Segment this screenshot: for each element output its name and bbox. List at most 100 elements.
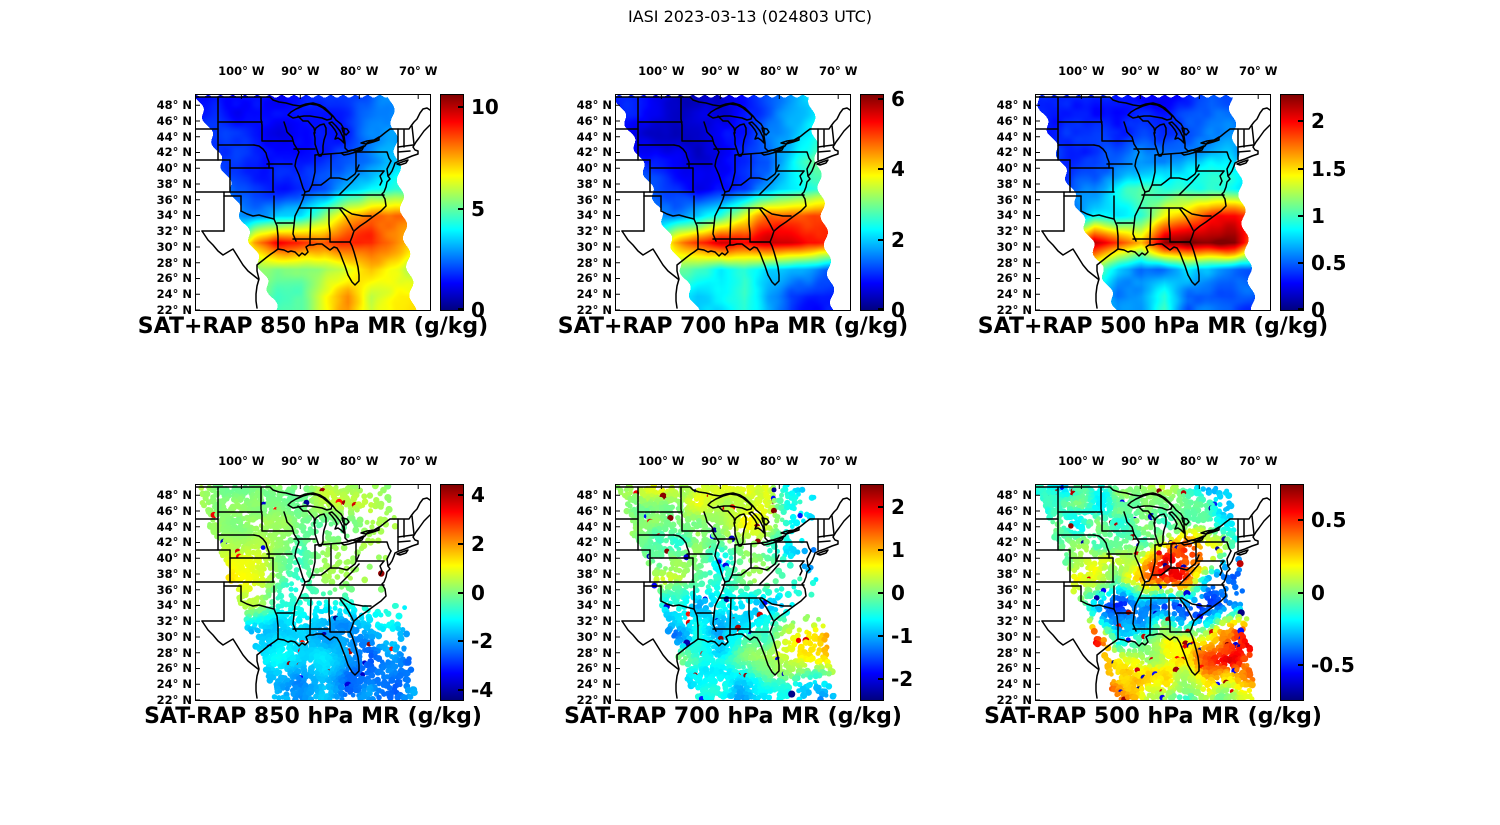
lat-tick-label: 42° N bbox=[576, 535, 612, 550]
great-lake-path bbox=[1153, 123, 1167, 157]
lat-tick-label: 44° N bbox=[996, 129, 1032, 144]
lat-tick-label: 22° N bbox=[576, 693, 612, 707]
colorbar-tick-mark bbox=[458, 640, 463, 643]
lat-tick-label: 26° N bbox=[576, 271, 612, 286]
lat-tick-label: 46° N bbox=[576, 113, 612, 128]
state-border-path bbox=[1168, 207, 1171, 240]
state-border-path bbox=[1237, 534, 1254, 538]
lon-tick-label: 70° W bbox=[398, 454, 438, 468]
data-swath-canvas bbox=[616, 95, 850, 310]
state-border-path bbox=[1219, 560, 1225, 576]
state-border-path bbox=[1179, 598, 1194, 621]
lat-tick-label: 38° N bbox=[156, 566, 192, 581]
state-borders-svg bbox=[196, 485, 430, 700]
state-border-path bbox=[1178, 563, 1200, 586]
map-frame bbox=[194, 483, 431, 701]
lat-tick-label: 36° N bbox=[156, 582, 192, 597]
state-border-path bbox=[806, 160, 812, 177]
great-lake-path bbox=[760, 535, 785, 546]
lon-tick-label: 90° W bbox=[281, 454, 320, 468]
lon-tick-label: 100° W bbox=[218, 64, 265, 78]
state-border-path bbox=[1195, 541, 1232, 552]
state-border-path bbox=[1080, 600, 1115, 610]
great-lake-path bbox=[287, 103, 333, 121]
colorbar: -2 -1 0 1 2 bbox=[860, 484, 913, 701]
great-lake-path bbox=[287, 493, 333, 511]
canada-border-path bbox=[196, 96, 430, 152]
state-border-path bbox=[1251, 515, 1255, 535]
lon-tick-label: 100° W bbox=[218, 454, 265, 468]
lon-tick-label: 90° W bbox=[1121, 64, 1160, 78]
state-border-path bbox=[328, 207, 331, 240]
coastline-path bbox=[255, 124, 430, 309]
lat-tick-label: 38° N bbox=[576, 566, 612, 581]
colorbar-tick-mark bbox=[1298, 214, 1303, 217]
colorbar-tick-mark bbox=[1298, 308, 1303, 310]
lon-tick-label: 80° W bbox=[760, 64, 799, 78]
colorbar-tick-label: 0 bbox=[471, 580, 485, 605]
state-border-path bbox=[240, 210, 275, 220]
state-border-path bbox=[253, 534, 270, 559]
panel-title: SAT-RAP 700 hPa MR (g/kg) bbox=[564, 704, 902, 729]
lat-tick-label: 36° N bbox=[996, 582, 1032, 597]
lat-tick-label: 30° N bbox=[996, 629, 1032, 644]
panel-title: SAT+RAP 500 hPa MR (g/kg) bbox=[977, 314, 1329, 339]
colorbar-gradient bbox=[1280, 94, 1304, 311]
state-border-path bbox=[660, 600, 695, 610]
great-lake-path bbox=[328, 511, 345, 534]
colorbar-tick-label: -2 bbox=[891, 666, 914, 691]
lat-tick-label: 48° N bbox=[156, 98, 192, 113]
lat-tick-label: 46° N bbox=[996, 503, 1032, 518]
lat-tick-label: 38° N bbox=[996, 566, 1032, 581]
state-border-path bbox=[1151, 154, 1156, 186]
lat-tick-label: 40° N bbox=[996, 161, 1032, 176]
state-border-path bbox=[761, 207, 792, 217]
great-lake-path bbox=[780, 526, 800, 535]
lat-tick-label: 32° N bbox=[576, 224, 612, 239]
lat-tick-label: 28° N bbox=[996, 645, 1032, 660]
great-lake-path bbox=[748, 511, 765, 534]
axis-ticks bbox=[616, 485, 839, 700]
lat-tick-label: 26° N bbox=[996, 661, 1032, 676]
panel-title: SAT+RAP 700 hPa MR (g/kg) bbox=[557, 314, 909, 339]
great-lake-path bbox=[1168, 121, 1185, 144]
lon-tick-label: 90° W bbox=[281, 64, 320, 78]
colorbar-tick-mark bbox=[878, 505, 883, 508]
canada-border-path bbox=[616, 96, 850, 152]
lat-tick-label: 48° N bbox=[996, 98, 1032, 113]
state-border-path bbox=[304, 164, 360, 193]
lon-tick-label: 70° W bbox=[818, 64, 858, 78]
great-lake-path bbox=[1181, 517, 1190, 526]
map-frame bbox=[1034, 93, 1271, 311]
lon-tick-label: 90° W bbox=[701, 454, 740, 468]
map-panel-sat-plus-rap-850: 100° W 90° W 80° W 70° W 48° N 46° N 44° N 42° … bbox=[138, 64, 499, 339]
state-border-path bbox=[273, 218, 279, 250]
great-lake-path bbox=[1153, 513, 1167, 547]
state-border-path bbox=[693, 608, 699, 640]
colorbar: 0 0.5 1 1.5 2 bbox=[1280, 94, 1346, 322]
map-frame bbox=[614, 483, 851, 701]
state-border-path bbox=[309, 238, 351, 243]
colorbar-tick-label: 2 bbox=[891, 227, 905, 252]
state-border-path bbox=[758, 563, 780, 586]
colorbar-tick-mark bbox=[1298, 664, 1303, 667]
state-border-path bbox=[1113, 608, 1119, 640]
state-borders-svg bbox=[1036, 485, 1270, 700]
axis-ticks bbox=[616, 95, 839, 310]
long-island-path bbox=[396, 549, 409, 556]
colorbar-tick-label: 4 bbox=[891, 157, 905, 182]
lat-tick-label: 22° N bbox=[996, 303, 1032, 317]
colorbar-tick-mark bbox=[878, 634, 883, 637]
colorbar-tick-label: -1 bbox=[891, 623, 914, 648]
great-lake-path bbox=[760, 145, 785, 156]
state-borders-svg bbox=[616, 485, 850, 700]
colorbar: 0 2 4 6 bbox=[860, 87, 905, 322]
state-border-path bbox=[1154, 542, 1183, 546]
colorbar-tick-label: 0 bbox=[471, 298, 485, 322]
colorbar-gradient bbox=[440, 94, 464, 311]
state-border-path bbox=[693, 218, 699, 250]
state-border-path bbox=[338, 173, 360, 196]
canada-border-path bbox=[1036, 96, 1270, 152]
colorbar-tick-label: 0 bbox=[1311, 580, 1325, 605]
state-border-path bbox=[397, 144, 414, 148]
